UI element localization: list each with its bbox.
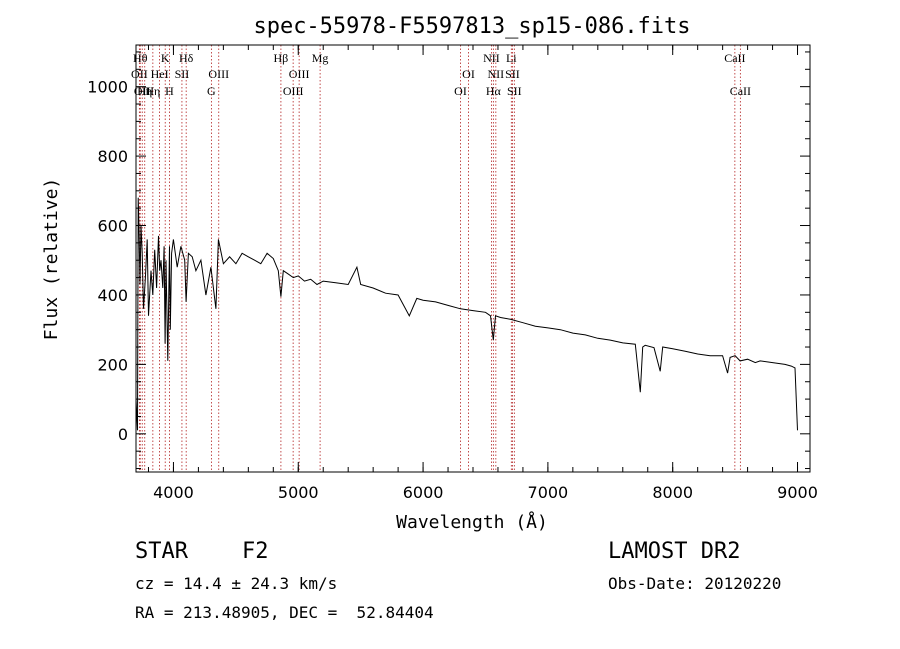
x-tick-label: 9000	[777, 483, 818, 502]
y-tick-label: 400	[97, 286, 128, 305]
spectral-line-markers	[138, 45, 741, 472]
x-tick-label: 7000	[528, 483, 569, 502]
line-label-21: Li	[506, 51, 517, 65]
x-tick-label: 8000	[652, 483, 693, 502]
spectral-line-labels: HθOIIOIIHηHηHeIKHSIIHδGOIIIHβOIIIOIIIMgO…	[131, 51, 751, 98]
line-label-22: SII	[505, 67, 520, 81]
line-label-18: NII	[483, 51, 500, 65]
y-tick-label: 600	[97, 217, 128, 236]
x-tick-label: 5000	[278, 483, 319, 502]
chart-title: spec-55978-F5597813_sp15-086.fits	[253, 14, 690, 39]
axes: 4000 5000 6000 7000 8000 9000 0 200 400 600 800 100…	[87, 45, 818, 502]
line-label-9: Hδ	[179, 51, 194, 65]
y-tick-label: 800	[97, 147, 128, 166]
x-axis-label: Wavelength (Å)	[396, 511, 548, 533]
line-label-3: Hη	[137, 84, 152, 98]
line-label-5: HeI	[151, 67, 169, 81]
line-label-8: SII	[175, 67, 190, 81]
line-label-6: K	[161, 51, 170, 65]
x-tick-label: 4000	[153, 483, 194, 502]
line-label-1: OII	[131, 67, 148, 81]
line-label-23: SII	[507, 84, 522, 98]
obs-date: Obs-Date: 20120220	[608, 574, 782, 593]
class-label: STAR	[135, 539, 188, 564]
cz-value: cz = 14.4 ± 24.3 km/s	[135, 574, 338, 593]
y-tick-label: 1000	[87, 78, 128, 97]
survey-label: LAMOST DR2	[608, 539, 741, 564]
line-label-14: OIII	[289, 67, 310, 81]
y-tick-label: 200	[97, 355, 128, 374]
line-label-12: Hβ	[274, 51, 289, 65]
line-label-17: OI	[462, 67, 475, 81]
subclass-label: F2	[242, 539, 269, 564]
line-label-16: OI	[454, 84, 467, 98]
line-label-15: Mg	[312, 51, 329, 65]
line-label-13: OIII	[283, 84, 304, 98]
line-label-19: Hα	[486, 84, 502, 98]
y-tick-label: 0	[118, 425, 128, 444]
x-tick-label: 6000	[403, 483, 444, 502]
line-label-7: H	[165, 84, 174, 98]
line-label-11: OIII	[208, 67, 229, 81]
plot-frame	[135, 44, 811, 473]
line-label-10: G	[207, 84, 216, 98]
line-label-4: Hη	[145, 84, 160, 98]
line-label-25: CaII	[730, 84, 751, 98]
line-label-0: Hθ	[133, 51, 148, 65]
coordinates: RA = 213.48905, DEC = 52.84404	[135, 603, 434, 622]
line-label-24: CaII	[724, 51, 745, 65]
line-label-20: NII	[488, 67, 505, 81]
y-axis-label: Flux (relative)	[41, 178, 62, 341]
spectrum-line	[135, 197, 798, 431]
line-label-2: OII	[134, 84, 151, 98]
